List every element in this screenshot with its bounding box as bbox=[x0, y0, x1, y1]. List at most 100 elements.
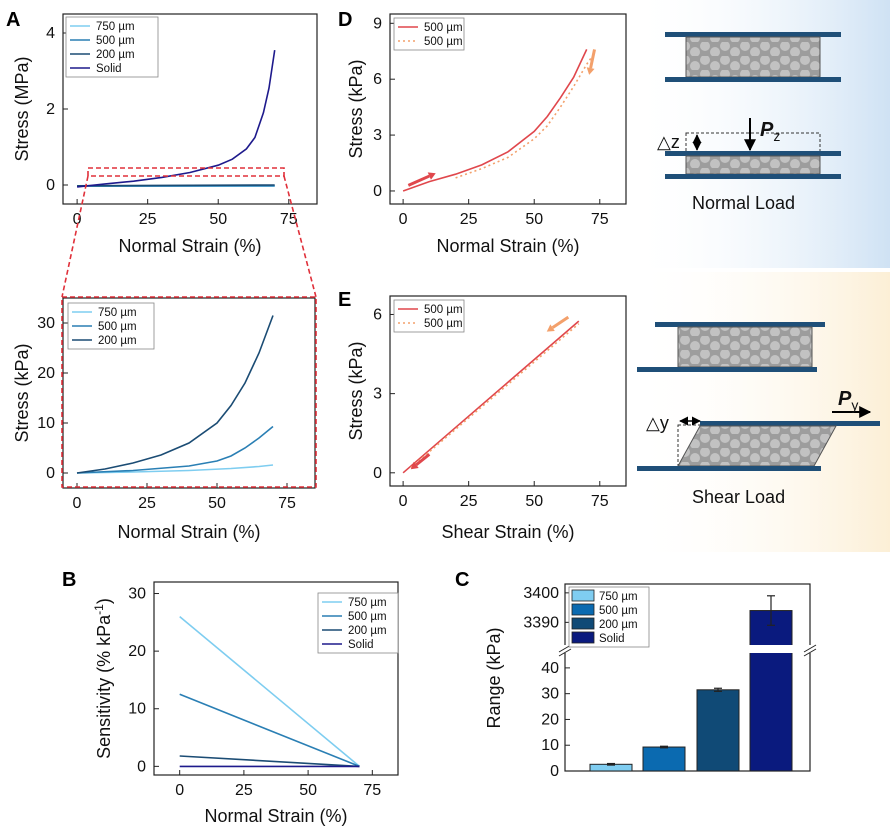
y-tick-label: 0 bbox=[46, 177, 55, 194]
y-tick-label: 0 bbox=[137, 758, 146, 775]
x-tick-label: 75 bbox=[591, 493, 609, 510]
bar-1 bbox=[642, 746, 686, 772]
shear-top-plate bbox=[655, 322, 825, 327]
break-mark bbox=[803, 644, 817, 653]
y-axis-label: Range (kPa) bbox=[484, 627, 504, 728]
axis-break-gap bbox=[557, 645, 818, 653]
pz-label: Pz bbox=[760, 119, 780, 144]
y-tick-label: 6 bbox=[373, 306, 382, 323]
series-line-2 bbox=[77, 184, 275, 187]
legend-label: 500 µm bbox=[98, 321, 137, 333]
loading-arrow-shaft bbox=[407, 174, 430, 187]
y-axis-label-sup: -1 bbox=[92, 604, 106, 615]
legend-swatch bbox=[571, 631, 595, 644]
y-axis-label: Sensitivity (% kPa-1) bbox=[92, 598, 114, 759]
y-tick-label: 2 bbox=[46, 101, 55, 118]
legend-label: 500 µm bbox=[599, 605, 638, 617]
legend-swatch bbox=[571, 589, 595, 602]
shear-base-plate bbox=[637, 466, 821, 471]
compressed-block bbox=[685, 155, 821, 175]
y-tick-label: 3400 bbox=[523, 585, 559, 602]
unloading-arrow-shaft bbox=[551, 315, 570, 329]
chart-e: 0 25 50 75 0 3 6 Shear Strain (%) Stress (kPa) 50… bbox=[346, 295, 627, 542]
x-tick-label: 0 bbox=[73, 211, 82, 228]
y-tick-label: 9 bbox=[373, 15, 382, 32]
y-tick-label: 0 bbox=[373, 465, 382, 482]
series-line-1 bbox=[179, 693, 360, 768]
x-tick-label: 75 bbox=[591, 211, 609, 228]
y-tick-label: 3390 bbox=[523, 614, 559, 631]
shear-load-diagram: △y Py Shear Load bbox=[637, 322, 880, 507]
panel-label-a: A bbox=[6, 9, 20, 31]
x-tick-label: 25 bbox=[460, 493, 478, 510]
y-tick-label: 3 bbox=[373, 386, 382, 403]
zoom-frame bbox=[61, 296, 317, 488]
unloading-arrow-head bbox=[546, 324, 555, 332]
top-plate bbox=[665, 32, 841, 37]
panel-label-c: C bbox=[455, 569, 469, 591]
x-tick-label: 25 bbox=[139, 211, 157, 228]
unloading-arrow-head bbox=[586, 67, 595, 75]
y-axis-label: Stress (MPa) bbox=[12, 56, 32, 161]
legend-box bbox=[393, 299, 465, 333]
y-axis-label: Stress (kPa) bbox=[346, 341, 366, 440]
legend-label: 500 µm bbox=[96, 35, 135, 47]
shear-load-label: Shear Load bbox=[692, 487, 785, 507]
legend-label: 500 µm bbox=[424, 318, 463, 330]
y-tick-label: 4 bbox=[46, 25, 55, 42]
legend-label: 750 µm bbox=[599, 591, 638, 603]
zoom-line-left bbox=[61, 175, 89, 298]
y-tick-label: 30 bbox=[37, 315, 55, 332]
y-tick-label: 0 bbox=[46, 465, 55, 482]
series-line-2 bbox=[179, 755, 360, 768]
x-axis-label: Shear Strain (%) bbox=[441, 522, 574, 542]
y-tick-label: 6 bbox=[373, 71, 382, 88]
zoom-indicator bbox=[61, 167, 317, 488]
loading-arrow-head bbox=[410, 461, 419, 470]
x-tick-label: 75 bbox=[280, 211, 298, 228]
x-axis-label: Normal Strain (%) bbox=[117, 522, 260, 542]
shear-bottom-plate bbox=[637, 367, 817, 372]
legend-swatch bbox=[571, 617, 595, 630]
bar-2 bbox=[696, 689, 740, 772]
zoom-line-right bbox=[283, 175, 317, 298]
plot-frame bbox=[564, 583, 811, 772]
y-tick-label: 10 bbox=[37, 415, 55, 432]
legend-label: 200 µm bbox=[96, 49, 135, 61]
x-tick-label: 0 bbox=[73, 495, 82, 512]
chart-d: 0 25 50 75 0 3 6 9 Normal Strain (%) Stress (kPa)… bbox=[346, 13, 627, 256]
panel-label-b: B bbox=[62, 569, 76, 591]
dy-label: △y bbox=[646, 413, 669, 433]
y-axis-label-end: ) bbox=[94, 598, 114, 604]
x-tick-label: 75 bbox=[363, 782, 381, 799]
shear-sample-block bbox=[677, 326, 813, 368]
x-axis-label: Normal Strain (%) bbox=[118, 236, 261, 256]
normal-load-label: Normal Load bbox=[692, 193, 795, 213]
panel-label-e: E bbox=[338, 289, 351, 311]
bar-3 bbox=[749, 610, 793, 772]
x-tick-label: 50 bbox=[525, 493, 543, 510]
legend-label: 750 µm bbox=[348, 597, 387, 609]
compressed-top-plate bbox=[665, 151, 841, 156]
loading-arrow-shaft bbox=[415, 453, 431, 467]
x-tick-label: 50 bbox=[525, 211, 543, 228]
y-tick-label: 30 bbox=[541, 686, 559, 703]
break-mark bbox=[558, 648, 572, 657]
plot-frame bbox=[389, 295, 627, 487]
series-line-0 bbox=[402, 320, 580, 474]
plot-frame bbox=[389, 13, 627, 205]
x-tick-label: 50 bbox=[208, 495, 226, 512]
bar-break bbox=[749, 645, 793, 653]
x-tick-label: 25 bbox=[460, 211, 478, 228]
plot-frame bbox=[153, 581, 399, 776]
legend-box bbox=[65, 16, 159, 78]
x-axis-label: Normal Strain (%) bbox=[204, 806, 347, 826]
legend-label: Solid bbox=[348, 639, 374, 651]
legend-label: Solid bbox=[599, 633, 625, 645]
legend-box bbox=[317, 592, 399, 654]
legend-label: 200 µm bbox=[98, 335, 137, 347]
y-axis-label: Stress (kPa) bbox=[12, 343, 32, 442]
py-label: Py bbox=[838, 388, 858, 413]
y-tick-label: 20 bbox=[37, 365, 55, 382]
plot-frame bbox=[62, 297, 316, 489]
